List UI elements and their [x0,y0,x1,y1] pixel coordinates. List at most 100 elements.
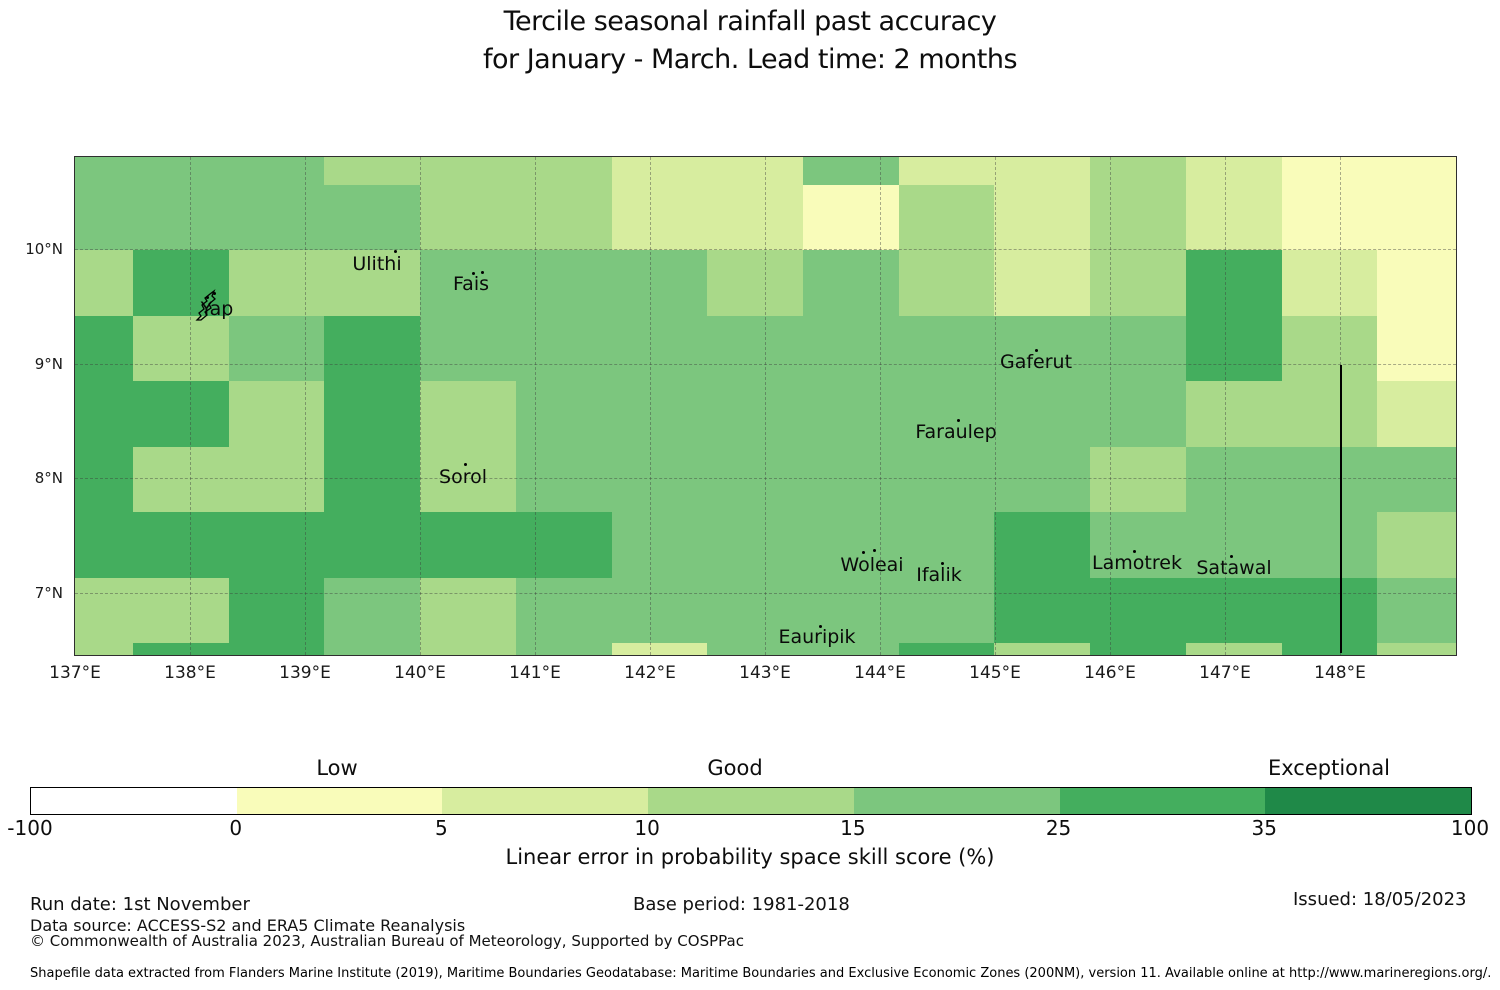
island-label-ifalik: Ifalik [916,564,962,586]
meridian-gridline [765,157,766,655]
grid-cell [1281,446,1378,513]
x-tick-label: 147°E [1199,663,1251,683]
grid-cell [133,643,230,656]
grid-cell [1090,643,1187,656]
island-label-eauripik: Eauripik [778,626,856,648]
grid-cell [515,512,613,579]
grid-cell [75,512,134,579]
grid-cell [1281,381,1378,448]
grid-cell [611,315,708,382]
grid-cell [994,643,1091,656]
grid-cell [803,315,900,382]
grid-cell [1377,643,1457,656]
grid-cell [133,512,230,579]
parallel-gridline [75,249,1456,250]
colorbar-quality-label-good: Good [707,756,763,780]
colorbar-tick-label: 25 [1045,816,1072,840]
x-tick-label: 148°E [1314,663,1366,683]
grid-cell [133,315,230,382]
island-label-satawal: Satawal [1196,557,1272,579]
grid-cell [133,577,230,644]
grid-cell [1377,184,1457,251]
grid-cell [1090,446,1187,513]
grid-cell [75,381,134,448]
x-tick-label: 140°E [394,663,446,683]
issued-date-text: Issued: 18/05/2023 [1293,889,1467,910]
grid-cell [75,250,134,317]
grid-cell [228,184,325,251]
grid-cell [898,577,995,644]
island-marker-dot [213,292,216,295]
grid-cell [228,446,325,513]
island-label-ulithi: Ulithi [352,253,402,275]
grid-cell [1090,184,1187,251]
grid-cell [1090,250,1187,317]
grid-cell [994,315,1091,382]
grid-cell [324,250,421,317]
colorbar-segment [1265,788,1472,814]
grid-cell [803,577,900,644]
grid-cell [324,577,421,644]
grid-cell [1281,250,1378,317]
grid-cell [515,250,613,317]
figure-title-line1: Tercile seasonal rainfall past accuracy [503,6,997,37]
colorbar-segment [236,788,443,814]
grid-cell [898,157,995,186]
grid-cell [994,157,1091,186]
grid-cell [994,577,1091,644]
grid-cell [420,315,517,382]
grid-cell [420,577,517,644]
grid-cell [1185,577,1283,644]
island-marker-dot [472,272,475,275]
meridian-gridline [880,157,881,655]
colorbar-axis-title: Linear error in probability space skill … [505,845,995,869]
data-source-text: Data source: ACCESS-S2 and ERA5 Climate … [30,916,466,935]
grid-cell [1281,184,1378,251]
grid-cell [515,184,613,251]
grid-cell [324,643,421,656]
grid-cell [898,184,995,251]
grid-cell [75,184,134,251]
grid-cell [420,250,517,317]
island-label-lamotrek: Lamotrek [1092,552,1182,574]
grid-cell [1377,157,1457,186]
base-period-text: Base period: 1981-2018 [633,894,850,915]
grid-cell [1377,577,1457,644]
x-tick-label: 139°E [279,663,331,683]
grid-cell [1377,446,1457,513]
parallel-gridline [75,592,1456,594]
parallel-gridline [75,478,1456,479]
grid-cell [611,250,708,317]
colorbar-quality-label-exceptional: Exceptional [1267,756,1391,780]
grid-cell [228,512,325,579]
island-marker-dot [957,419,960,422]
grid-cell [1185,184,1283,251]
grid-cell [1185,315,1283,382]
colorbar-segment [1059,788,1266,814]
grid-cell [228,315,325,382]
grid-cell [994,250,1091,317]
grid-cell [707,315,804,382]
grid-cell [1377,315,1457,382]
x-tick-label: 142°E [624,663,676,683]
yap-island-outline [195,289,216,321]
grid-cell [324,381,421,448]
island-marker-dot [862,551,865,554]
grid-cell [75,157,134,186]
grid-cell [803,446,900,513]
colorbar-segment [853,788,1060,814]
meridian-gridline [305,157,306,655]
x-tick-label: 138°E [164,663,216,683]
colorbar-tick-label: 10 [634,816,660,840]
grid-cell [707,577,804,644]
x-tick-label: 143°E [739,663,791,683]
grid-cell [75,643,134,656]
grid-cell [515,446,613,513]
grid-cell [324,512,421,579]
grid-cell [803,157,900,186]
grid-cell [803,643,900,656]
grid-cell [324,315,421,382]
island-marker-dot [941,562,944,565]
y-tick-label: 8°N [34,469,63,487]
